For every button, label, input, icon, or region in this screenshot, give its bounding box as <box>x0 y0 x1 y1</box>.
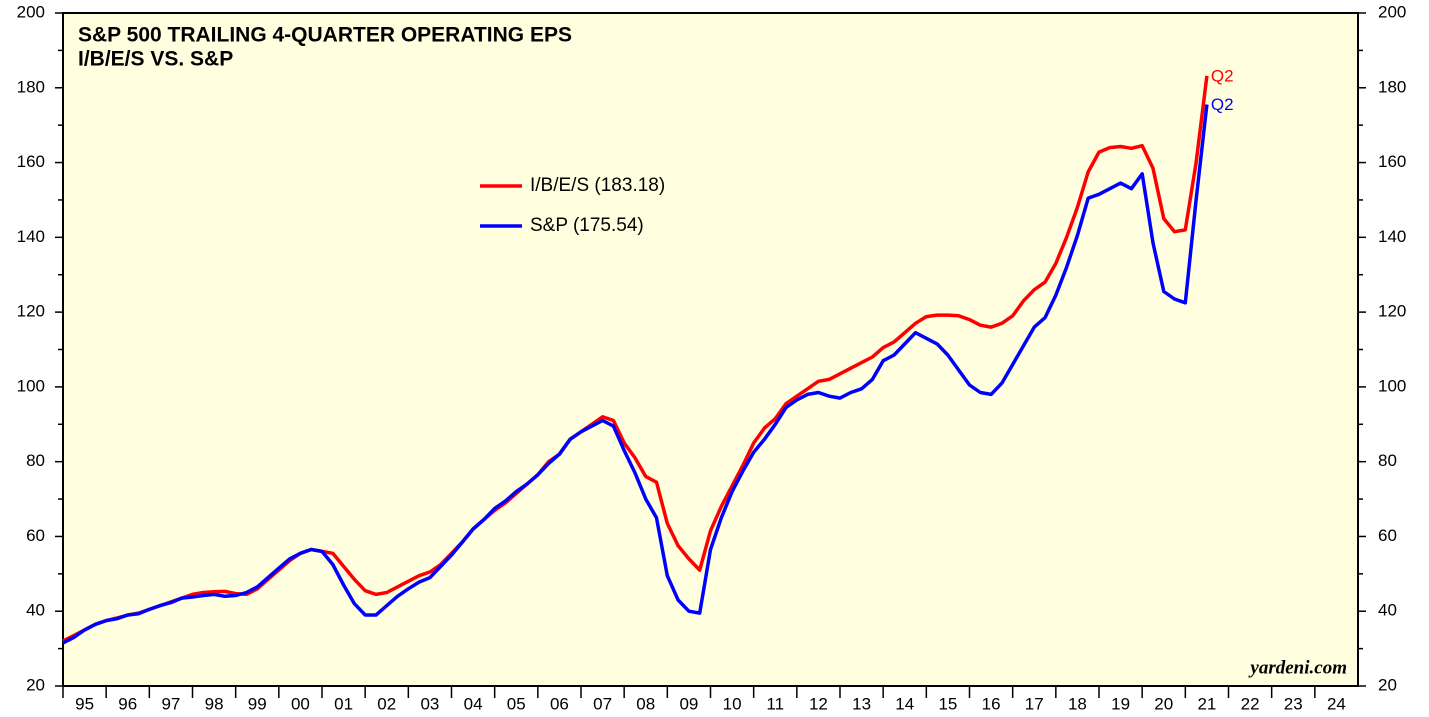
x-tick-label: 21 <box>1197 694 1216 713</box>
x-tick-label: 16 <box>982 694 1001 713</box>
y-tick-label: 160 <box>17 152 45 171</box>
x-tick-label: 18 <box>1068 694 1087 713</box>
x-tick-label: 17 <box>1025 694 1044 713</box>
x-tick-label: 22 <box>1241 694 1260 713</box>
y2-tick-label: 20 <box>1378 675 1397 694</box>
y2-tick-label: 60 <box>1378 526 1397 545</box>
chart-title: S&P 500 TRAILING 4-QUARTER OPERATING EPS <box>78 24 572 47</box>
plot-area <box>62 12 1359 687</box>
y2-tick-label: 180 <box>1378 77 1406 96</box>
end-label: Q2 <box>1211 66 1234 85</box>
x-tick-label: 00 <box>291 694 310 713</box>
end-label: Q2 <box>1211 95 1234 114</box>
x-tick-label: 11 <box>766 694 784 713</box>
x-tick-label: 06 <box>550 694 569 713</box>
x-tick-label: 09 <box>679 694 698 713</box>
x-tick-label: 15 <box>938 694 957 713</box>
x-tick-label: 04 <box>464 694 483 713</box>
y2-tick-label: 140 <box>1378 227 1406 246</box>
x-tick-label: 14 <box>895 694 914 713</box>
y-tick-label: 100 <box>17 376 45 395</box>
x-tick-label: 98 <box>205 694 224 713</box>
x-tick-label: 95 <box>75 694 94 713</box>
y2-tick-label: 40 <box>1378 601 1397 620</box>
x-tick-label: 99 <box>248 694 267 713</box>
x-tick-label: 01 <box>334 694 353 713</box>
y2-tick-label: 80 <box>1378 451 1397 470</box>
x-tick-label: 12 <box>809 694 828 713</box>
x-tick-label: 03 <box>420 694 439 713</box>
x-tick-label: 08 <box>636 694 655 713</box>
y-tick-label: 200 <box>17 2 45 21</box>
x-tick-label: 07 <box>593 694 612 713</box>
chart-subtitle: I/B/E/S VS. S&P <box>78 48 233 71</box>
y2-tick-label: 120 <box>1378 302 1406 321</box>
x-tick-label: 10 <box>723 694 742 713</box>
x-tick-label: 24 <box>1327 694 1346 713</box>
y-tick-label: 120 <box>17 302 45 321</box>
y-tick-label: 80 <box>26 451 45 470</box>
y-tick-label: 140 <box>17 227 45 246</box>
x-tick-label: 97 <box>161 694 180 713</box>
y2-tick-label: 100 <box>1378 376 1406 395</box>
x-tick-label: 20 <box>1154 694 1173 713</box>
x-tick-label: 19 <box>1111 694 1130 713</box>
legend-label: I/B/E/S (183.18) <box>530 175 665 196</box>
legend-label: S&P (175.54) <box>530 215 644 236</box>
y2-tick-label: 200 <box>1378 2 1406 21</box>
y-tick-label: 20 <box>26 675 45 694</box>
series-line <box>62 104 1209 645</box>
x-tick-label: 96 <box>118 694 137 713</box>
y2-tick-label: 160 <box>1378 152 1406 171</box>
x-tick-label: 05 <box>507 694 526 713</box>
y-tick-label: 60 <box>26 526 45 545</box>
x-tick-label: 02 <box>377 694 396 713</box>
y-tick-label: 40 <box>26 601 45 620</box>
y-tick-label: 180 <box>17 77 45 96</box>
x-tick-label: 23 <box>1284 694 1303 713</box>
source: yardeni.com <box>1248 657 1347 678</box>
x-tick-label: 13 <box>852 694 871 713</box>
